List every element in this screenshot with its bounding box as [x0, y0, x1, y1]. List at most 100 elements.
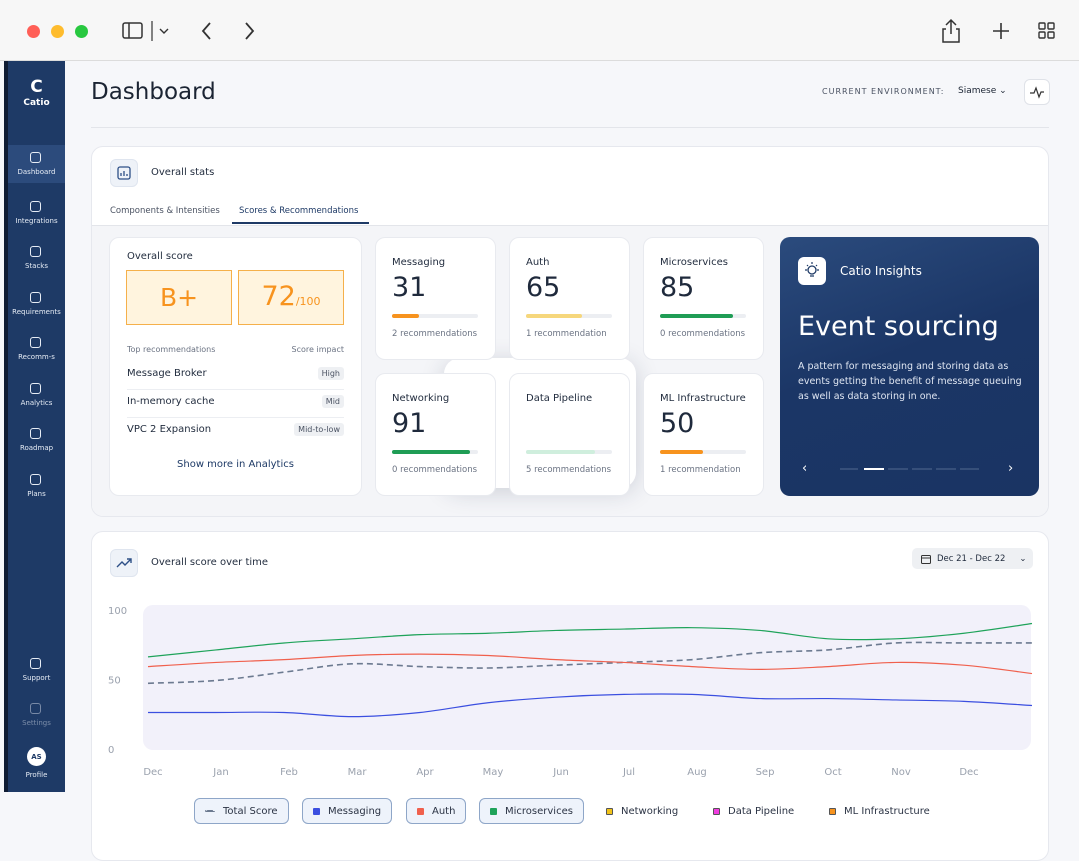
overall-score-label: Overall score	[127, 251, 193, 262]
legend-swatch	[490, 807, 497, 815]
progress-bar	[660, 450, 703, 454]
progress-bar	[392, 314, 419, 318]
nav-label[interactable]: Integrations	[15, 217, 58, 225]
nav-icon[interactable]	[30, 201, 41, 212]
component-card	[643, 373, 764, 496]
page-title: Dashboard	[91, 79, 216, 105]
nav-label[interactable]: Support	[22, 674, 51, 682]
col-header: Score impact	[291, 345, 344, 354]
nav-label[interactable]: Settings	[22, 719, 51, 727]
component-card	[375, 237, 496, 360]
insights-headline: Event sourcing	[798, 311, 999, 342]
component-score: 50	[660, 408, 695, 439]
legend-item[interactable]: Networking	[596, 798, 688, 824]
toolbar-nav-icons	[122, 21, 255, 41]
nav-label[interactable]: Analytics	[20, 399, 53, 407]
legend-swatch	[713, 807, 720, 815]
nav-icon[interactable]	[30, 292, 41, 303]
progress-bar	[660, 314, 734, 318]
col-header: Top recommendations	[127, 345, 216, 354]
recommendation-count: 2 recommendations	[392, 329, 478, 339]
insights-card: Catio Insights Event sourcing A pattern …	[780, 237, 1039, 496]
insights-icon	[798, 257, 826, 285]
insights-title: Catio Insights	[840, 264, 922, 278]
legend-item[interactable]: ML Infrastructure	[819, 798, 940, 824]
nav-icon[interactable]	[30, 703, 41, 714]
legend-label: Data Pipeline	[728, 805, 795, 817]
nav-label[interactable]: Roadmap	[19, 444, 54, 452]
environment-select[interactable]: Siamese ⌄	[958, 86, 1007, 96]
zoom-button[interactable]	[75, 25, 88, 38]
nav-active-bg	[8, 145, 65, 183]
next-button[interactable]: ›	[1008, 461, 1014, 476]
nav-label[interactable]: Requirements	[12, 308, 61, 316]
new-tab-button[interactable]	[993, 23, 1009, 39]
component-name: Auth	[526, 257, 550, 268]
prev-button[interactable]: ‹	[802, 461, 808, 476]
nav-label[interactable]: Stacks	[24, 262, 49, 270]
nav-icon[interactable]	[30, 383, 41, 394]
progress-bar	[526, 314, 582, 318]
environment-value: Siamese	[958, 86, 997, 96]
legend-label: ML Infrastructure	[844, 805, 930, 817]
activity-icon	[1030, 86, 1044, 99]
legend-label: Networking	[621, 805, 679, 817]
component-name: ML Infrastructure	[660, 393, 746, 404]
legend-label: Auth	[432, 805, 456, 817]
legend-swatch	[606, 807, 613, 815]
recommendation-count: 1 recommendation	[660, 465, 741, 475]
toolbar-actions	[942, 18, 1055, 43]
tab[interactable]: Components & Intensities	[110, 206, 220, 216]
recommendation-count: 0 recommendations	[392, 465, 478, 475]
recommendation-count: 5 recommendations	[526, 465, 612, 475]
nav-icon[interactable]	[30, 246, 41, 257]
tabs-overview-button[interactable]	[1038, 22, 1055, 39]
tab-underline	[232, 222, 369, 224]
activity-button[interactable]	[1024, 79, 1050, 105]
legend-label: Microservices	[505, 805, 573, 817]
date-range-select[interactable]: Dec 21 - Dec 22 ⌄	[912, 548, 1033, 569]
legend-label: Total Score	[223, 805, 278, 817]
component-name: Networking	[392, 393, 450, 404]
forward-button[interactable]	[245, 22, 255, 40]
component-score: 65	[526, 272, 561, 303]
progress-track	[660, 450, 746, 454]
recommendation-count: 1 recommendation	[526, 329, 607, 339]
logo-mark: C	[30, 77, 43, 97]
component-name: Messaging	[392, 257, 446, 268]
screen: { "sidebar": { "logo": "Catio", "items":…	[0, 18, 1079, 861]
nav-label[interactable]: Plans	[27, 490, 46, 498]
legend-item[interactable]: Microservices	[479, 798, 584, 824]
nav-icon[interactable]	[30, 474, 41, 485]
nav-icon[interactable]	[30, 337, 41, 348]
nav-label[interactable]: Recomm-s	[18, 353, 55, 361]
profile-label[interactable]: Profile	[25, 771, 48, 779]
nav-icon[interactable]	[30, 658, 41, 669]
analytics-link[interactable]: Show more in Analytics	[177, 459, 294, 470]
progress-bar	[392, 450, 471, 454]
legend-item[interactable]: Messaging	[302, 798, 393, 824]
legend-item[interactable]: Total Score	[194, 798, 289, 824]
legend-item[interactable]: Data Pipeline	[703, 798, 804, 824]
tab[interactable]: Scores & Recommendations	[239, 206, 359, 216]
sidebar-toggle[interactable]	[122, 22, 143, 39]
component-name: Microservices	[660, 257, 728, 268]
close-button[interactable]	[27, 25, 40, 38]
share-button[interactable]	[942, 18, 960, 43]
legend-swatch	[313, 807, 320, 815]
stats-icon	[110, 159, 138, 187]
carousel-dots	[840, 468, 979, 470]
recommendation-name: VPC 2 Expansion	[127, 424, 212, 435]
back-button[interactable]	[201, 22, 211, 40]
score-box: 72/100	[238, 270, 344, 325]
grade: B+	[159, 283, 199, 312]
avatar[interactable]: AS	[27, 747, 46, 766]
legend-swatch	[417, 807, 424, 815]
legend-swatch	[829, 807, 836, 815]
environment-label: CURRENT ENVIRONMENT:	[822, 87, 945, 96]
nav-icon[interactable]	[30, 428, 41, 439]
legend-item[interactable]: Auth	[406, 798, 467, 824]
nav-label[interactable]: Dashboard	[17, 168, 56, 176]
nav-icon[interactable]	[30, 152, 41, 163]
minimize-button[interactable]	[51, 25, 64, 38]
